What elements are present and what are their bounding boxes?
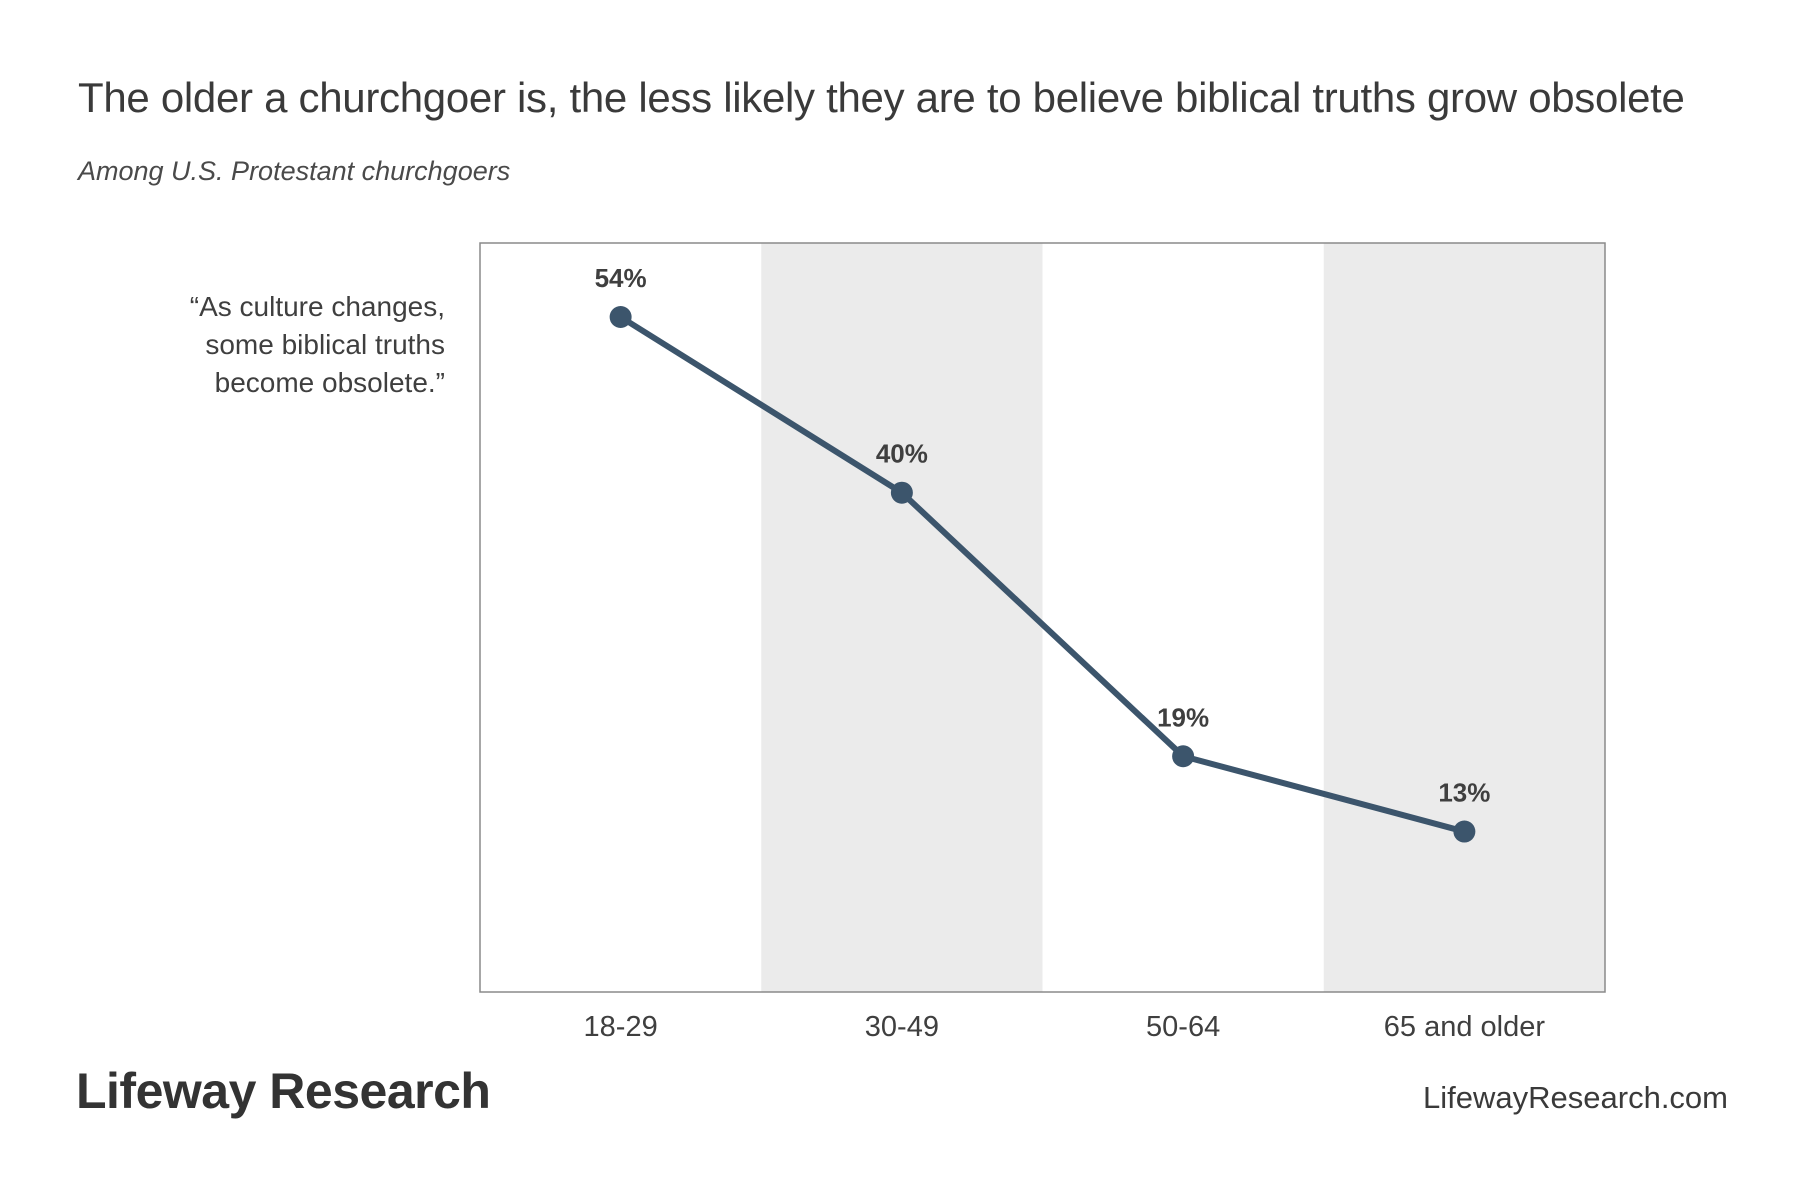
data-label-4: 13% <box>1438 778 1490 808</box>
series-label-line-2: some biblical truths <box>205 329 445 360</box>
series-line-layer <box>619 314 1466 835</box>
x-tick-label-1: 18-29 <box>584 1011 658 1043</box>
series-label-line-3: become obsolete.” <box>214 367 445 398</box>
series-label-line-1: “As culture changes, <box>189 291 445 322</box>
chart-subtitle: Among U.S. Protestant churchgoers <box>78 156 511 186</box>
x-tick-label-2: 30-49 <box>865 1011 939 1043</box>
data-point-3 <box>1172 745 1195 768</box>
data-label-3: 19% <box>1157 702 1209 732</box>
category-band-1 <box>480 243 762 992</box>
data-label-2: 40% <box>876 439 928 469</box>
plot-frame <box>479 242 1606 993</box>
data-point-2 <box>890 481 913 504</box>
series-line <box>619 314 1466 835</box>
brand-logo-text: Lifeway Research <box>76 1063 491 1119</box>
footer-url: LifewayResearch.com <box>1423 1080 1728 1115</box>
data-label-1: 54% <box>595 263 647 293</box>
x-tick-label-4: 65 and older <box>1384 1011 1546 1043</box>
category-bands <box>480 243 1605 992</box>
data-point-1 <box>609 306 632 328</box>
data-points <box>609 306 1476 843</box>
x-tick-label-3: 50-64 <box>1146 1011 1220 1043</box>
data-labels: 54% 40% 19% 13% <box>595 263 1491 808</box>
data-point-4 <box>1453 820 1476 843</box>
chart-title: The older a churchgoer is, the less like… <box>78 74 1685 121</box>
category-band-3 <box>1042 243 1324 992</box>
series-label: “As culture changes, some biblical truth… <box>105 288 445 402</box>
x-axis-ticks: 18-29 30-49 50-64 65 and older <box>584 1011 1546 1043</box>
brand-logo: Lifeway Research <box>76 1062 491 1120</box>
category-band-4 <box>1323 243 1605 992</box>
category-band-2 <box>761 243 1043 992</box>
